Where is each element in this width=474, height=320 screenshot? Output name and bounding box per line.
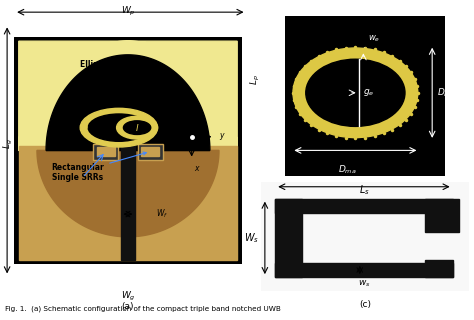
Ellipse shape bbox=[293, 48, 418, 138]
Bar bbox=[137, 144, 163, 159]
Text: $I$: $I$ bbox=[135, 122, 139, 133]
Polygon shape bbox=[19, 41, 237, 150]
Ellipse shape bbox=[306, 59, 405, 126]
Text: $D_{mi}$: $D_{mi}$ bbox=[437, 86, 454, 99]
Text: Rectangular
Single SRRs: Rectangular Single SRRs bbox=[52, 152, 146, 182]
Ellipse shape bbox=[80, 108, 157, 147]
Bar bbox=[97, 147, 115, 156]
Text: $L_s$: $L_s$ bbox=[362, 164, 373, 178]
Text: $O$: $O$ bbox=[81, 122, 89, 133]
Bar bbox=[275, 263, 453, 277]
Text: $L_p$: $L_p$ bbox=[249, 75, 262, 85]
Text: $g_e$: $g_e$ bbox=[364, 87, 375, 98]
Bar bbox=[93, 144, 118, 159]
Bar bbox=[426, 199, 459, 232]
Ellipse shape bbox=[117, 116, 157, 139]
Bar bbox=[275, 199, 302, 277]
Text: $y$: $y$ bbox=[219, 131, 226, 142]
Text: $w_s$: $w_s$ bbox=[358, 278, 370, 289]
Text: Fig. 1.  (a) Schematic configuration of the compact triple band notched UWB: Fig. 1. (a) Schematic configuration of t… bbox=[5, 306, 281, 312]
Text: (a): (a) bbox=[122, 302, 134, 311]
Ellipse shape bbox=[88, 114, 150, 141]
Text: $W_s$: $W_s$ bbox=[244, 231, 259, 245]
Text: $D_{ma}$: $D_{ma}$ bbox=[338, 163, 356, 176]
Bar bbox=[275, 199, 453, 213]
Polygon shape bbox=[46, 55, 210, 150]
Text: Elliptic Single
CSRRs: Elliptic Single CSRRs bbox=[80, 60, 139, 104]
Text: $W_g$: $W_g$ bbox=[120, 290, 136, 302]
Text: (b): (b) bbox=[359, 186, 371, 195]
Text: $W_p$: $W_p$ bbox=[121, 5, 135, 18]
Text: $W_f$: $W_f$ bbox=[156, 207, 168, 220]
Bar bbox=[120, 134, 136, 260]
Text: $x$: $x$ bbox=[194, 164, 201, 173]
Text: $L_g$: $L_g$ bbox=[2, 139, 16, 149]
Text: (c): (c) bbox=[359, 300, 371, 309]
Text: $z$: $z$ bbox=[184, 119, 190, 128]
Ellipse shape bbox=[123, 121, 151, 134]
Text: $L_s$: $L_s$ bbox=[358, 183, 369, 197]
Ellipse shape bbox=[290, 45, 421, 141]
Bar bbox=[19, 146, 237, 260]
Bar bbox=[141, 147, 159, 156]
Bar bbox=[426, 260, 453, 277]
Text: $w_e$: $w_e$ bbox=[368, 33, 381, 44]
Polygon shape bbox=[37, 150, 219, 237]
